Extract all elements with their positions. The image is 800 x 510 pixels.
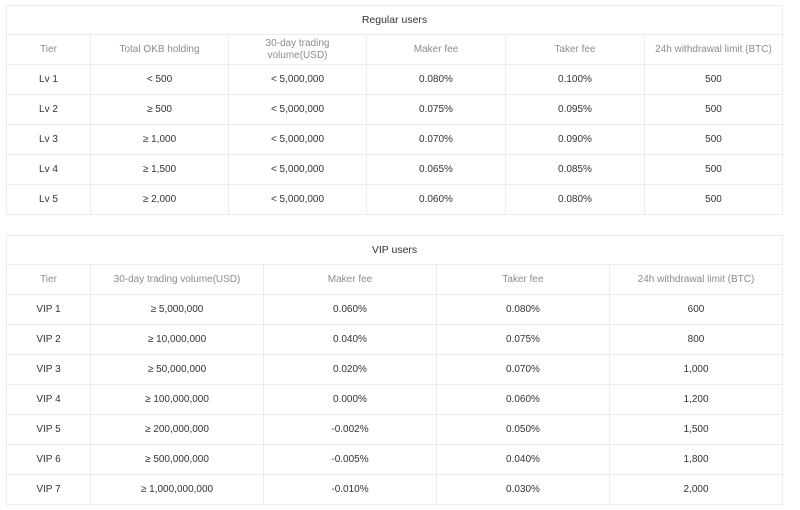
vip-users-title: VIP users [6, 235, 783, 265]
vip-users-header-row: Tier 30-day trading volume(USD) Maker fe… [6, 264, 783, 295]
cell-taker-fee: 0.095% [505, 94, 645, 125]
table-row: Lv 2 ≥ 500 < 5,000,000 0.075% 0.095% 500 [6, 94, 783, 125]
table-row: Lv 4 ≥ 1,500 < 5,000,000 0.065% 0.085% 500 [6, 154, 783, 185]
cell-tier: Lv 3 [6, 124, 91, 155]
table-row: VIP 7 ≥ 1,000,000,000 -0.010% 0.030% 2,000 [6, 474, 783, 505]
vip-header-taker-fee: Taker fee [436, 264, 610, 295]
regular-users-title: Regular users [6, 5, 783, 35]
cell-maker-fee: -0.002% [263, 414, 437, 445]
cell-trading-volume: < 5,000,000 [228, 64, 367, 95]
cell-tier: VIP 2 [6, 324, 91, 355]
table-row: VIP 1 ≥ 5,000,000 0.060% 0.080% 600 [6, 294, 783, 325]
vip-header-tier: Tier [6, 264, 91, 295]
table-row: VIP 5 ≥ 200,000,000 -0.002% 0.050% 1,500 [6, 414, 783, 445]
cell-tier: VIP 6 [6, 444, 91, 475]
cell-maker-fee: 0.070% [366, 124, 506, 155]
cell-tier: VIP 5 [6, 414, 91, 445]
cell-okb-holding: ≥ 500 [90, 94, 229, 125]
regular-users-title-row: Regular users [6, 5, 783, 35]
header-maker-fee: Maker fee [366, 34, 506, 65]
cell-trading-volume: ≥ 10,000,000 [90, 324, 264, 355]
cell-taker-fee: 0.070% [436, 354, 610, 385]
cell-withdrawal-limit: 500 [644, 94, 783, 125]
table-row: Lv 5 ≥ 2,000 < 5,000,000 0.060% 0.080% 500 [6, 184, 783, 215]
regular-users-header-row: Tier Total OKB holding 30-day trading vo… [6, 34, 783, 65]
cell-trading-volume: ≥ 500,000,000 [90, 444, 264, 475]
header-okb-holding: Total OKB holding [90, 34, 229, 65]
cell-withdrawal-limit: 1,000 [609, 354, 783, 385]
vip-users-title-row: VIP users [6, 235, 783, 265]
cell-trading-volume: < 5,000,000 [228, 154, 367, 185]
cell-maker-fee: 0.065% [366, 154, 506, 185]
cell-withdrawal-limit: 500 [644, 154, 783, 185]
cell-withdrawal-limit: 500 [644, 124, 783, 155]
cell-tier: Lv 5 [6, 184, 91, 215]
cell-withdrawal-limit: 2,000 [609, 474, 783, 505]
cell-trading-volume: ≥ 200,000,000 [90, 414, 264, 445]
cell-taker-fee: 0.085% [505, 154, 645, 185]
cell-taker-fee: 0.040% [436, 444, 610, 475]
table-row: VIP 2 ≥ 10,000,000 0.040% 0.075% 800 [6, 324, 783, 355]
cell-trading-volume: ≥ 50,000,000 [90, 354, 264, 385]
cell-tier: VIP 4 [6, 384, 91, 415]
regular-users-table: Regular users Tier Total OKB holding 30-… [6, 5, 783, 215]
cell-okb-holding: ≥ 2,000 [90, 184, 229, 215]
cell-taker-fee: 0.080% [505, 184, 645, 215]
cell-tier: Lv 1 [6, 64, 91, 95]
cell-maker-fee: 0.060% [366, 184, 506, 215]
cell-maker-fee: -0.010% [263, 474, 437, 505]
cell-taker-fee: 0.090% [505, 124, 645, 155]
cell-trading-volume: ≥ 5,000,000 [90, 294, 264, 325]
vip-header-maker-fee: Maker fee [263, 264, 437, 295]
table-row: Lv 3 ≥ 1,000 < 5,000,000 0.070% 0.090% 500 [6, 124, 783, 155]
table-row: VIP 6 ≥ 500,000,000 -0.005% 0.040% 1,800 [6, 444, 783, 475]
cell-okb-holding: ≥ 1,000 [90, 124, 229, 155]
header-withdrawal-limit: 24h withdrawal limit (BTC) [644, 34, 783, 65]
cell-withdrawal-limit: 500 [644, 64, 783, 95]
cell-maker-fee: 0.060% [263, 294, 437, 325]
cell-maker-fee: 0.020% [263, 354, 437, 385]
cell-maker-fee: 0.075% [366, 94, 506, 125]
cell-trading-volume: ≥ 100,000,000 [90, 384, 264, 415]
cell-maker-fee: 0.080% [366, 64, 506, 95]
cell-taker-fee: 0.100% [505, 64, 645, 95]
cell-taker-fee: 0.030% [436, 474, 610, 505]
vip-header-trading-volume: 30-day trading volume(USD) [90, 264, 264, 295]
cell-maker-fee: 0.000% [263, 384, 437, 415]
vip-header-withdrawal-limit: 24h withdrawal limit (BTC) [609, 264, 783, 295]
cell-withdrawal-limit: 500 [644, 184, 783, 215]
cell-taker-fee: 0.075% [436, 324, 610, 355]
cell-withdrawal-limit: 600 [609, 294, 783, 325]
cell-withdrawal-limit: 800 [609, 324, 783, 355]
cell-taker-fee: 0.060% [436, 384, 610, 415]
header-taker-fee: Taker fee [505, 34, 645, 65]
cell-tier: VIP 3 [6, 354, 91, 385]
cell-withdrawal-limit: 1,500 [609, 414, 783, 445]
cell-trading-volume: < 5,000,000 [228, 94, 367, 125]
cell-taker-fee: 0.080% [436, 294, 610, 325]
vip-users-table: VIP users Tier 30-day trading volume(USD… [6, 235, 783, 505]
cell-tier: VIP 7 [6, 474, 91, 505]
cell-tier: Lv 2 [6, 94, 91, 125]
cell-trading-volume: < 5,000,000 [228, 184, 367, 215]
header-trading-volume: 30-day trading volume(USD) [228, 34, 367, 65]
table-row: VIP 3 ≥ 50,000,000 0.020% 0.070% 1,000 [6, 354, 783, 385]
cell-trading-volume: ≥ 1,000,000,000 [90, 474, 264, 505]
cell-withdrawal-limit: 1,800 [609, 444, 783, 475]
cell-taker-fee: 0.050% [436, 414, 610, 445]
cell-tier: Lv 4 [6, 154, 91, 185]
cell-tier: VIP 1 [6, 294, 91, 325]
cell-trading-volume: < 5,000,000 [228, 124, 367, 155]
cell-withdrawal-limit: 1,200 [609, 384, 783, 415]
table-row: VIP 4 ≥ 100,000,000 0.000% 0.060% 1,200 [6, 384, 783, 415]
cell-okb-holding: < 500 [90, 64, 229, 95]
cell-okb-holding: ≥ 1,500 [90, 154, 229, 185]
cell-maker-fee: -0.005% [263, 444, 437, 475]
cell-maker-fee: 0.040% [263, 324, 437, 355]
table-row: Lv 1 < 500 < 5,000,000 0.080% 0.100% 500 [6, 64, 783, 95]
header-tier: Tier [6, 34, 91, 65]
